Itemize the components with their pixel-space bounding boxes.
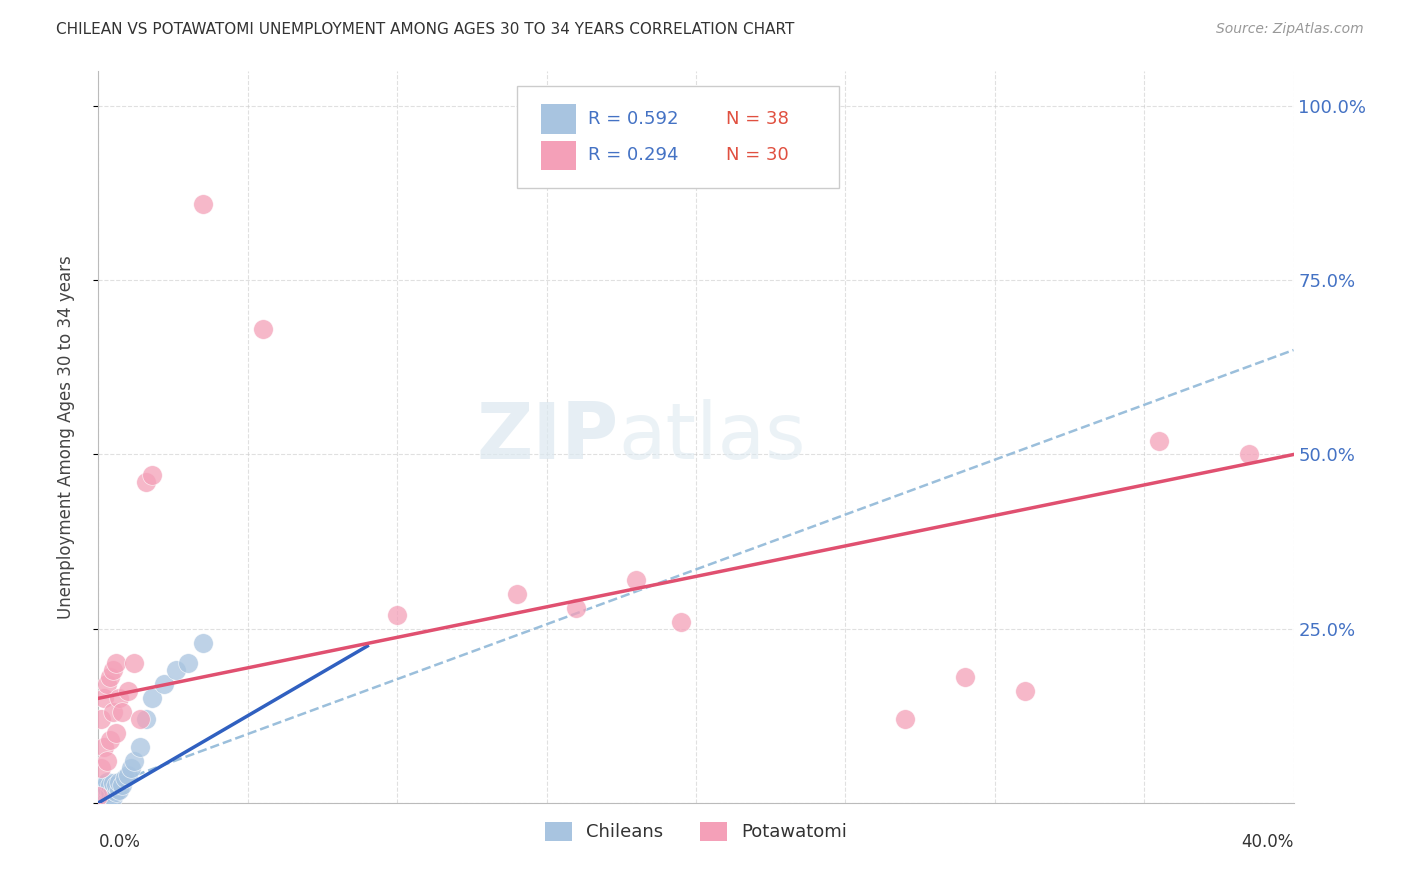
Point — [93, 781, 115, 796]
Point — [153, 677, 176, 691]
Point — [135, 712, 157, 726]
Point — [385, 607, 409, 622]
Point — [1014, 684, 1036, 698]
Point — [117, 768, 139, 782]
Point — [90, 712, 112, 726]
Point — [108, 783, 131, 797]
Point — [894, 712, 917, 726]
Point — [93, 789, 115, 803]
Point — [124, 657, 146, 671]
Point — [96, 785, 118, 799]
Point — [90, 761, 112, 775]
Point — [103, 790, 125, 805]
Point — [87, 796, 110, 810]
Point — [1147, 434, 1170, 448]
Point — [129, 740, 152, 755]
Point — [124, 754, 146, 768]
Point — [565, 600, 588, 615]
Point — [111, 705, 134, 719]
Point — [96, 775, 118, 789]
Point — [105, 657, 128, 671]
Point — [141, 691, 163, 706]
Text: 0.0%: 0.0% — [98, 833, 141, 851]
Point — [98, 785, 122, 799]
Text: CHILEAN VS POTAWATOMI UNEMPLOYMENT AMONG AGES 30 TO 34 YEARS CORRELATION CHART: CHILEAN VS POTAWATOMI UNEMPLOYMENT AMONG… — [56, 22, 794, 37]
Point — [141, 468, 163, 483]
Point — [105, 778, 128, 792]
FancyBboxPatch shape — [541, 104, 576, 134]
Text: Source: ZipAtlas.com: Source: ZipAtlas.com — [1216, 22, 1364, 37]
Point — [93, 740, 115, 755]
Point — [98, 778, 122, 792]
Point — [96, 781, 118, 796]
Point — [953, 670, 976, 684]
Text: R = 0.592: R = 0.592 — [589, 110, 679, 128]
Point — [96, 754, 118, 768]
Point — [87, 789, 110, 803]
Legend: Chileans, Potawatomi: Chileans, Potawatomi — [537, 814, 855, 848]
Point — [108, 691, 131, 706]
Point — [111, 778, 134, 792]
FancyBboxPatch shape — [517, 86, 839, 188]
Point — [114, 772, 136, 786]
Point — [103, 705, 125, 719]
Point — [93, 792, 115, 806]
Point — [191, 196, 214, 211]
Text: ZIP: ZIP — [477, 399, 619, 475]
Point — [93, 778, 115, 792]
Point — [90, 790, 112, 805]
Point — [105, 726, 128, 740]
Text: N = 30: N = 30 — [725, 146, 789, 164]
Point — [90, 788, 112, 802]
Point — [90, 794, 112, 808]
Text: R = 0.294: R = 0.294 — [589, 146, 679, 164]
Point — [177, 657, 200, 671]
Point — [105, 785, 128, 799]
Point — [90, 783, 112, 797]
Point — [98, 733, 122, 747]
Text: 40.0%: 40.0% — [1241, 833, 1294, 851]
FancyBboxPatch shape — [541, 141, 576, 170]
Point — [98, 670, 122, 684]
Text: atlas: atlas — [619, 399, 806, 475]
Point — [117, 684, 139, 698]
Point — [96, 789, 118, 803]
Point — [252, 322, 274, 336]
Point — [93, 691, 115, 706]
Point — [626, 573, 648, 587]
Point — [98, 789, 122, 803]
Point — [120, 761, 142, 775]
Point — [135, 475, 157, 490]
Point — [96, 677, 118, 691]
Point — [1237, 448, 1260, 462]
Point — [108, 775, 131, 789]
Point — [103, 783, 125, 797]
Point — [669, 615, 692, 629]
Point — [93, 785, 115, 799]
Point — [506, 587, 529, 601]
Point — [165, 664, 187, 678]
Point — [103, 776, 125, 790]
Point — [129, 712, 152, 726]
Point — [191, 635, 214, 649]
Text: N = 38: N = 38 — [725, 110, 789, 128]
Y-axis label: Unemployment Among Ages 30 to 34 years: Unemployment Among Ages 30 to 34 years — [56, 255, 75, 619]
Point — [87, 792, 110, 806]
Point — [96, 792, 118, 806]
Point — [103, 664, 125, 678]
